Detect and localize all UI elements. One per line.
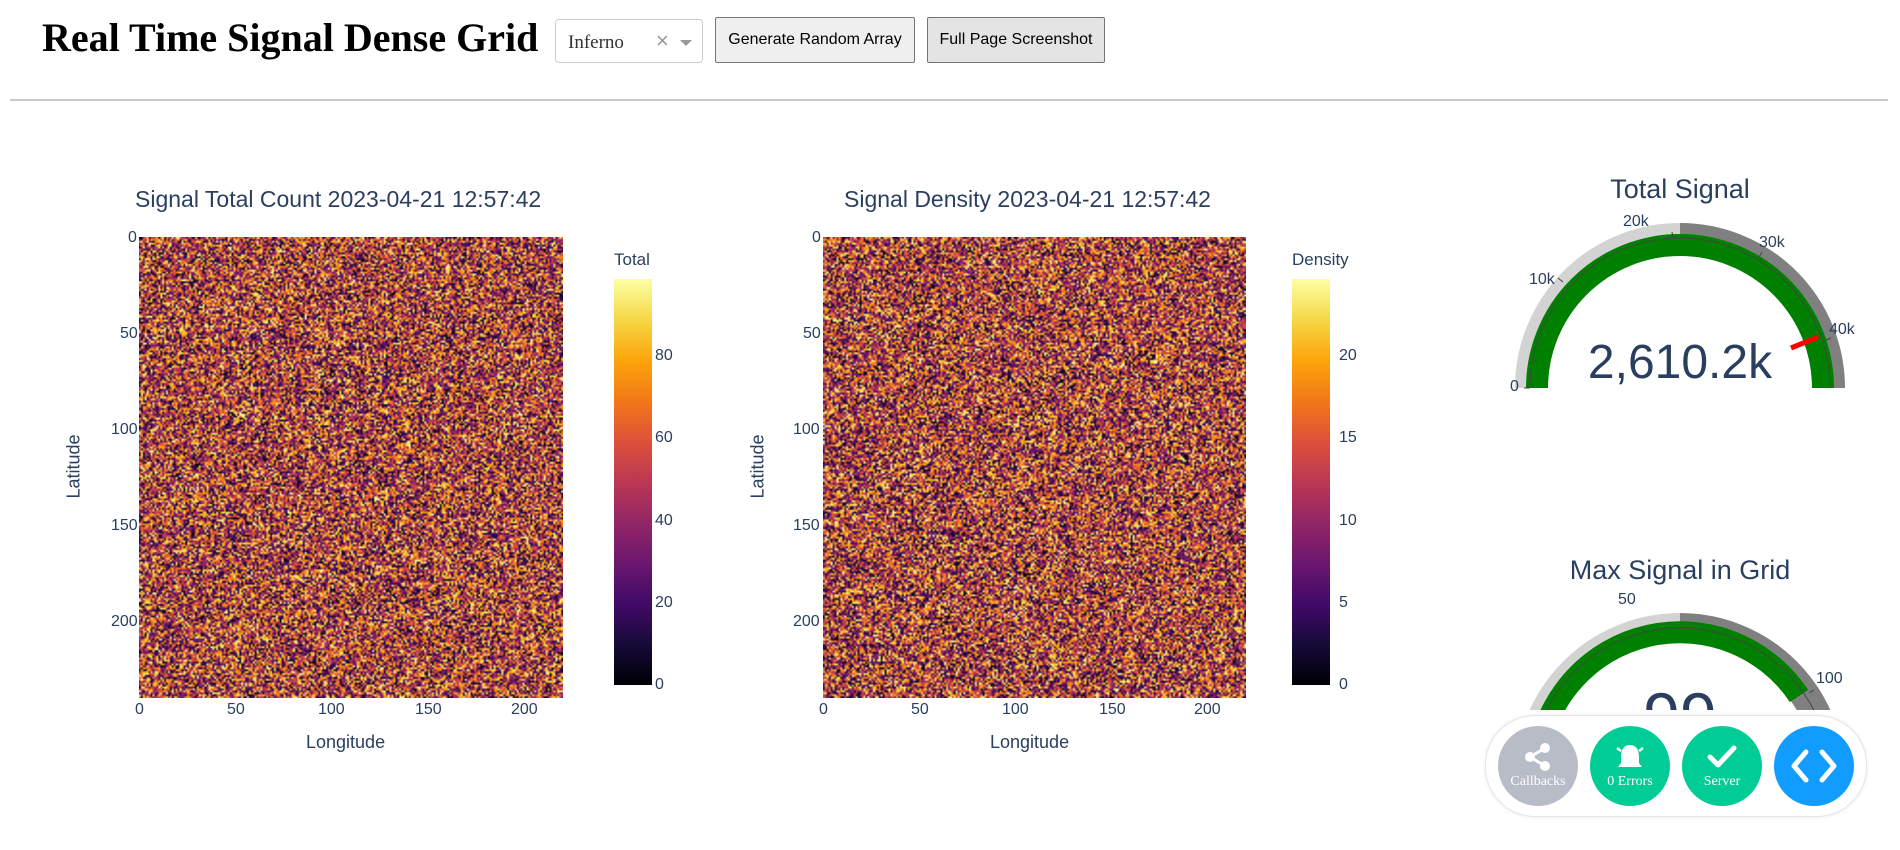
gauge-outline — [1545, 627, 1815, 710]
gauge-tick — [1808, 689, 1815, 694]
share-icon — [1525, 743, 1550, 771]
y-tick-label: 150 — [793, 517, 820, 534]
x-tick-label: 150 — [1099, 701, 1126, 718]
gauge-tick-label: 50 — [1618, 591, 1636, 608]
callbacks-button[interactable]: Callbacks — [1498, 726, 1578, 806]
colorscale-dropdown[interactable]: Inferno × — [555, 19, 703, 63]
y-tick-label: 150 — [111, 517, 138, 534]
x-tick-label: 50 — [227, 701, 245, 718]
colorbar-tick-label: 0 — [655, 676, 664, 693]
x-axis-title: Longitude — [306, 732, 386, 752]
gauge-dial — [1515, 223, 1845, 389]
gauge-tick-label: 30k — [1759, 234, 1785, 251]
colorbar-tick-label: 0 — [1339, 676, 1348, 693]
gauge-threshold-line — [1790, 334, 1819, 351]
header: Real Time Signal Dense Grid Inferno × Ge… — [0, 0, 1900, 100]
clear-icon[interactable]: × — [656, 28, 669, 53]
gauge-tick-label: 10k — [1529, 271, 1555, 288]
callbacks-label: Callbacks — [1510, 774, 1566, 789]
colorbar-tick-label: 20 — [1339, 347, 1357, 364]
x-tick-label: 0 — [135, 701, 144, 718]
x-axis-title: Longitude — [990, 732, 1070, 752]
x-tick-label: 150 — [415, 701, 442, 718]
dropdown-selected-value: Inferno — [568, 32, 624, 53]
gauge-value: 2,610.2k — [1587, 336, 1773, 389]
page-title: Real Time Signal Dense Grid — [42, 15, 539, 60]
x-tick-label: 200 — [1194, 701, 1221, 718]
x-tick-label: 100 — [1002, 701, 1029, 718]
colorbar-tick-label: 40 — [655, 512, 673, 529]
y-tick-label: 0 — [128, 229, 137, 246]
bell-icon — [1616, 745, 1644, 767]
server-button[interactable]: Server — [1682, 726, 1762, 806]
gauge-tick — [1671, 231, 1674, 239]
gauge-tick — [1825, 337, 1832, 341]
gauge-outline — [1529, 237, 1831, 389]
colorbar — [614, 279, 652, 685]
errors-button[interactable]: 0 Errors — [1590, 726, 1670, 806]
colorbar-title: Density — [1292, 250, 1349, 269]
x-tick-label: 0 — [819, 701, 828, 718]
y-tick-label: 100 — [793, 421, 820, 438]
colorbar-tick-label: 60 — [655, 429, 673, 446]
y-tick-label: 0 — [812, 229, 821, 246]
errors-label: 0 Errors — [1607, 774, 1653, 789]
dash-debug-menu: Callbacks 0 Errors Server — [1485, 715, 1867, 817]
colorbar-tick-label: 15 — [1339, 429, 1357, 446]
colorbar-tick-label: 10 — [1339, 512, 1357, 529]
max-signal-gauge: Max Signal in Grid 50 100 99 — [1529, 555, 1843, 710]
gauge-bar — [1540, 621, 1809, 710]
code-toggle-button[interactable] — [1774, 726, 1854, 806]
gauge-title: Max Signal in Grid — [1569, 555, 1791, 585]
x-tick-label: 200 — [511, 701, 538, 718]
full-page-screenshot-button[interactable]: Full Page Screenshot — [927, 17, 1105, 63]
heatmap-plot-area[interactable] — [139, 237, 563, 698]
y-tick-label: 50 — [120, 325, 138, 342]
header-divider — [10, 99, 1888, 101]
gauge-dial — [1529, 613, 1831, 710]
gauge-bar — [1526, 234, 1834, 389]
generate-random-array-button[interactable]: Generate Random Array — [715, 17, 915, 63]
heatmap-plot-area[interactable] — [823, 237, 1246, 698]
y-tick-label: 200 — [793, 613, 820, 630]
gauge-value: 99 — [1560, 678, 1800, 710]
y-tick-label: 50 — [803, 325, 821, 342]
y-tick-label: 200 — [111, 613, 138, 630]
gauge-title: Total Signal — [1610, 174, 1750, 204]
code-brackets-icon — [1791, 749, 1837, 783]
y-tick-label: 100 — [111, 421, 138, 438]
x-tick-label: 50 — [911, 701, 929, 718]
checkmark-icon — [1707, 745, 1737, 768]
colorbar — [1292, 279, 1330, 685]
gauge-tick-label: 100 — [1816, 670, 1843, 687]
gauge-tick — [1557, 277, 1564, 283]
chart-title: Signal Density 2023-04-21 12:57:42 — [844, 186, 1211, 212]
colorbar-title: Total — [614, 250, 650, 269]
chevron-down-icon[interactable] — [680, 40, 692, 46]
colorbar-tick-label: 5 — [1339, 594, 1348, 611]
colorbar-tick-label: 20 — [655, 594, 673, 611]
server-label: Server — [1703, 774, 1741, 789]
chart-title: Signal Total Count 2023-04-21 12:57:42 — [135, 186, 542, 212]
gauge-tick — [1642, 625, 1645, 633]
gauge-tick-label: 40k — [1829, 321, 1855, 338]
gauge-tick — [1758, 251, 1763, 258]
x-tick-label: 100 — [318, 701, 345, 718]
colorbar-tick-label: 80 — [655, 347, 673, 364]
gauge-tick-label: 20k — [1623, 213, 1649, 230]
gauge-tick-label: 0 — [1510, 378, 1519, 395]
